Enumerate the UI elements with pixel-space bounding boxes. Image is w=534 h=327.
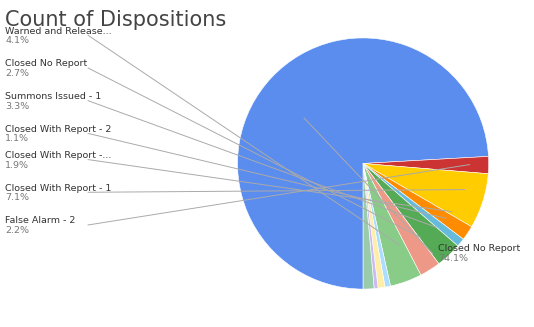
Wedge shape xyxy=(363,164,421,286)
Text: Count of Dispositions: Count of Dispositions xyxy=(5,10,226,30)
Text: 4.1%: 4.1% xyxy=(5,36,29,45)
Text: 7.1%: 7.1% xyxy=(5,193,29,202)
Text: 2.2%: 2.2% xyxy=(5,226,29,235)
Wedge shape xyxy=(363,164,488,227)
Wedge shape xyxy=(238,38,489,289)
Text: 1.1%: 1.1% xyxy=(5,134,29,144)
Text: 2.7%: 2.7% xyxy=(5,69,29,78)
Wedge shape xyxy=(363,164,439,275)
Wedge shape xyxy=(363,164,458,264)
Wedge shape xyxy=(363,164,464,246)
Text: 3.3%: 3.3% xyxy=(5,102,29,111)
Text: Closed With Report -...: Closed With Report -... xyxy=(5,151,112,160)
Text: False Alarm - 2: False Alarm - 2 xyxy=(5,216,76,225)
Text: Closed With Report - 1: Closed With Report - 1 xyxy=(5,183,112,193)
Text: 74.1%: 74.1% xyxy=(438,254,468,263)
Text: 1.9%: 1.9% xyxy=(5,161,29,170)
Text: Closed With Report - 2: Closed With Report - 2 xyxy=(5,125,112,134)
Wedge shape xyxy=(363,164,472,239)
Wedge shape xyxy=(363,164,378,289)
Text: Summons Issued - 1: Summons Issued - 1 xyxy=(5,92,101,101)
Text: Closed No Report: Closed No Report xyxy=(438,244,520,253)
Wedge shape xyxy=(363,164,374,289)
Wedge shape xyxy=(363,164,385,288)
Text: Warned and Release...: Warned and Release... xyxy=(5,26,112,36)
Text: Closed No Report: Closed No Report xyxy=(5,59,88,68)
Wedge shape xyxy=(363,156,489,174)
Wedge shape xyxy=(363,164,390,287)
